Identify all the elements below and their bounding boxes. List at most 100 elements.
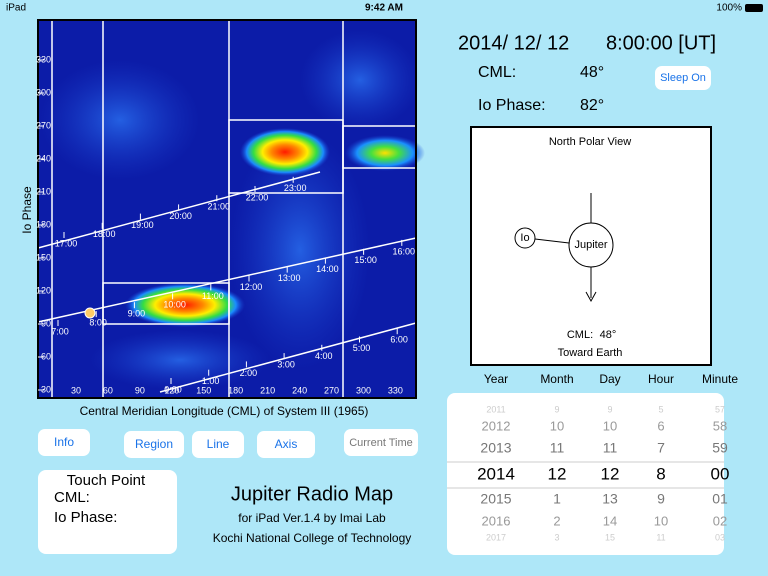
time-label: 16:00 bbox=[393, 246, 416, 256]
polar-cml-value: 48° bbox=[600, 329, 617, 341]
io-label: Io bbox=[520, 232, 529, 244]
time-label: 7:00 bbox=[51, 326, 69, 336]
y-tick-label: 30 bbox=[41, 384, 51, 394]
picker-row[interactable]: 14 bbox=[603, 513, 617, 528]
y-tick-label: 270 bbox=[36, 120, 51, 130]
time-label: 9:00 bbox=[128, 309, 146, 319]
touch-cml-label: CML: bbox=[54, 489, 90, 506]
x-tick-label: 210 bbox=[260, 385, 275, 395]
x-tick-label: 240 bbox=[292, 385, 307, 395]
button-label: Line bbox=[207, 437, 230, 451]
picker-row[interactable]: 1 bbox=[553, 491, 561, 507]
picker-row[interactable]: 12 bbox=[548, 464, 567, 483]
date-picker[interactable]: 2011201220132014201520162017910111212391… bbox=[447, 393, 729, 555]
picker-row[interactable]: 57 bbox=[715, 404, 725, 414]
x-tick-label: 60 bbox=[103, 385, 113, 395]
picker-row[interactable]: 3 bbox=[554, 532, 559, 542]
picker-row[interactable]: 9 bbox=[554, 404, 559, 414]
button-background bbox=[124, 431, 184, 458]
x-tick-label: 270 bbox=[324, 385, 339, 395]
picker-row[interactable]: 11 bbox=[603, 440, 618, 456]
clock: 9:42 AM bbox=[365, 3, 403, 14]
x-tick-label: 120 bbox=[164, 385, 179, 395]
cml-value: 48° bbox=[580, 64, 604, 81]
x-tick-label: 90 bbox=[135, 385, 145, 395]
io-phase-label: Io Phase: bbox=[478, 97, 546, 114]
time-label: 8:00 bbox=[89, 317, 107, 327]
sleep-button[interactable]: Sleep On bbox=[655, 66, 711, 90]
picker-row[interactable]: 00 bbox=[711, 464, 730, 483]
picker-header: Day bbox=[599, 372, 620, 386]
x-tick-label: 300 bbox=[356, 385, 371, 395]
picker-row[interactable]: 9 bbox=[607, 404, 612, 414]
picker-row[interactable]: 11 bbox=[550, 440, 565, 456]
polar-cml-label: CML: bbox=[567, 329, 593, 341]
map-haze bbox=[230, 130, 370, 370]
y-tick-label: 120 bbox=[36, 285, 51, 295]
picker-row[interactable]: 11 bbox=[656, 532, 665, 542]
picker-row[interactable]: 2011 bbox=[486, 404, 505, 414]
picker-row[interactable]: 02 bbox=[713, 513, 727, 528]
jupiter-circle bbox=[568, 222, 614, 268]
io-circle bbox=[514, 227, 536, 249]
emission-region bbox=[345, 135, 425, 171]
time-ut: 8:00:00 [UT] bbox=[606, 32, 716, 54]
picker-row[interactable]: 12 bbox=[601, 464, 620, 483]
picker-row[interactable]: 13 bbox=[602, 491, 618, 507]
earth-arrowhead bbox=[585, 291, 597, 303]
picker-row[interactable]: 03 bbox=[715, 532, 725, 542]
picker-row[interactable]: 7 bbox=[657, 440, 665, 456]
picker-row[interactable]: 2013 bbox=[480, 440, 511, 456]
time-label: 3:00 bbox=[277, 359, 295, 369]
map-haze bbox=[90, 330, 270, 390]
picker-row[interactable]: 2 bbox=[553, 513, 560, 528]
picker-row[interactable]: 9 bbox=[657, 491, 665, 507]
y-tick-label: 240 bbox=[36, 153, 51, 163]
time-label: 0:00 bbox=[164, 384, 182, 394]
button-label: Info bbox=[54, 435, 74, 449]
button-label: Region bbox=[135, 437, 173, 451]
picker-row[interactable]: 2015 bbox=[480, 491, 511, 507]
picker-row[interactable]: 59 bbox=[712, 440, 728, 456]
picker-row[interactable]: 8 bbox=[656, 464, 665, 483]
time-label: 22:00 bbox=[246, 192, 269, 202]
toolbar-button[interactable]: Axis bbox=[257, 431, 315, 458]
touch-point-title: Touch Point bbox=[67, 472, 146, 489]
picker-row[interactable]: 10 bbox=[550, 418, 564, 433]
picker-row[interactable]: 5 bbox=[658, 404, 663, 414]
picker-row[interactable]: 58 bbox=[713, 418, 727, 433]
time-label: 13:00 bbox=[278, 273, 301, 283]
time-label: 23:00 bbox=[284, 183, 307, 193]
picker-row[interactable]: 2012 bbox=[482, 418, 511, 433]
y-axis-label: Io Phase bbox=[20, 186, 34, 234]
time-label: 5:00 bbox=[353, 343, 371, 353]
radio-map[interactable]: 17:00 18:00 19:00 20:00 21:00 22:00 23:00 7:00 8… bbox=[37, 19, 425, 399]
picker-row[interactable]: 10 bbox=[654, 513, 668, 528]
time-label: 14:00 bbox=[316, 264, 339, 274]
picker-row[interactable]: 10 bbox=[603, 418, 617, 433]
toolbar-button[interactable]: Line bbox=[192, 431, 244, 458]
toolbar-button[interactable]: Current Time bbox=[344, 429, 418, 456]
toolbar-button[interactable]: Region bbox=[124, 431, 184, 458]
y-tick-label: 300 bbox=[36, 87, 51, 97]
picker-row[interactable]: 15 bbox=[605, 532, 615, 542]
picker-header: Minute bbox=[702, 372, 738, 386]
toolbar-button[interactable]: Info bbox=[38, 429, 90, 456]
picker-row[interactable]: 2016 bbox=[482, 513, 511, 528]
time-label: 2:00 bbox=[240, 368, 258, 378]
map-haze bbox=[40, 60, 200, 180]
picker-row[interactable]: 2014 bbox=[477, 464, 515, 483]
picker-row[interactable]: 01 bbox=[712, 491, 728, 507]
touch-io-phase-label: Io Phase: bbox=[54, 509, 117, 526]
app-subtitle: for iPad Ver.1.4 by Imai Lab bbox=[238, 511, 386, 525]
button-label: Axis bbox=[275, 437, 298, 451]
y-tick-label: 330 bbox=[36, 54, 51, 64]
polar-footer: Toward Earth bbox=[558, 347, 623, 359]
picker-row[interactable]: 2017 bbox=[486, 532, 506, 542]
time-label: 21:00 bbox=[208, 202, 231, 212]
picker-row[interactable]: 6 bbox=[657, 418, 664, 433]
battery-icon bbox=[745, 4, 763, 12]
time-label: 19:00 bbox=[131, 220, 154, 230]
date: 2014/ 12/ 12 bbox=[458, 32, 569, 54]
